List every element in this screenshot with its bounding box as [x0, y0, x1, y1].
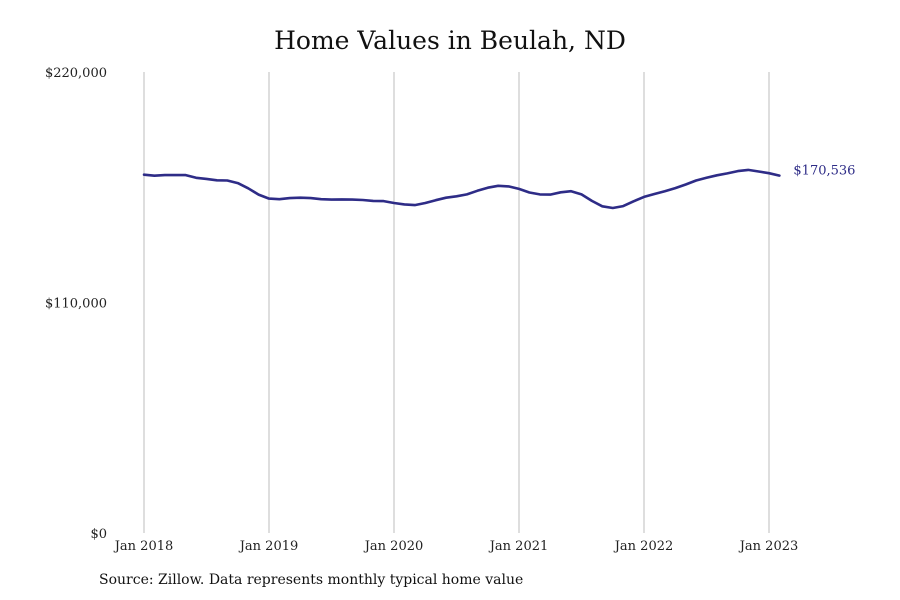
- y-tick-label: $0: [90, 527, 107, 542]
- x-tick-label: Jan 2022: [613, 539, 674, 554]
- x-tick-label: Jan 2020: [363, 539, 424, 554]
- vertical-gridlines: [143, 72, 770, 533]
- x-tick-label: Jan 2021: [488, 539, 549, 554]
- y-axis-ticks: $0 $110,000 $220,000: [45, 66, 107, 542]
- x-axis-ticks: Jan 2018 Jan 2019 Jan 2020 Jan 2021 Jan 2022…: [113, 539, 799, 554]
- series-end-value-label: $170,536: [793, 164, 855, 179]
- x-tick-label: Jan 2019: [238, 539, 299, 554]
- y-tick-label: $220,000: [45, 66, 107, 81]
- x-tick-label: Jan 2018: [113, 539, 174, 554]
- x-tick-label: Jan 2023: [738, 539, 799, 554]
- y-tick-label: $110,000: [45, 297, 107, 312]
- chart-title: Home Values in Beulah, ND: [274, 26, 626, 55]
- series-line-0: [142, 168, 781, 210]
- source-note: Source: Zillow. Data represents monthly …: [99, 572, 524, 588]
- series-layer: $170,536: [142, 164, 855, 210]
